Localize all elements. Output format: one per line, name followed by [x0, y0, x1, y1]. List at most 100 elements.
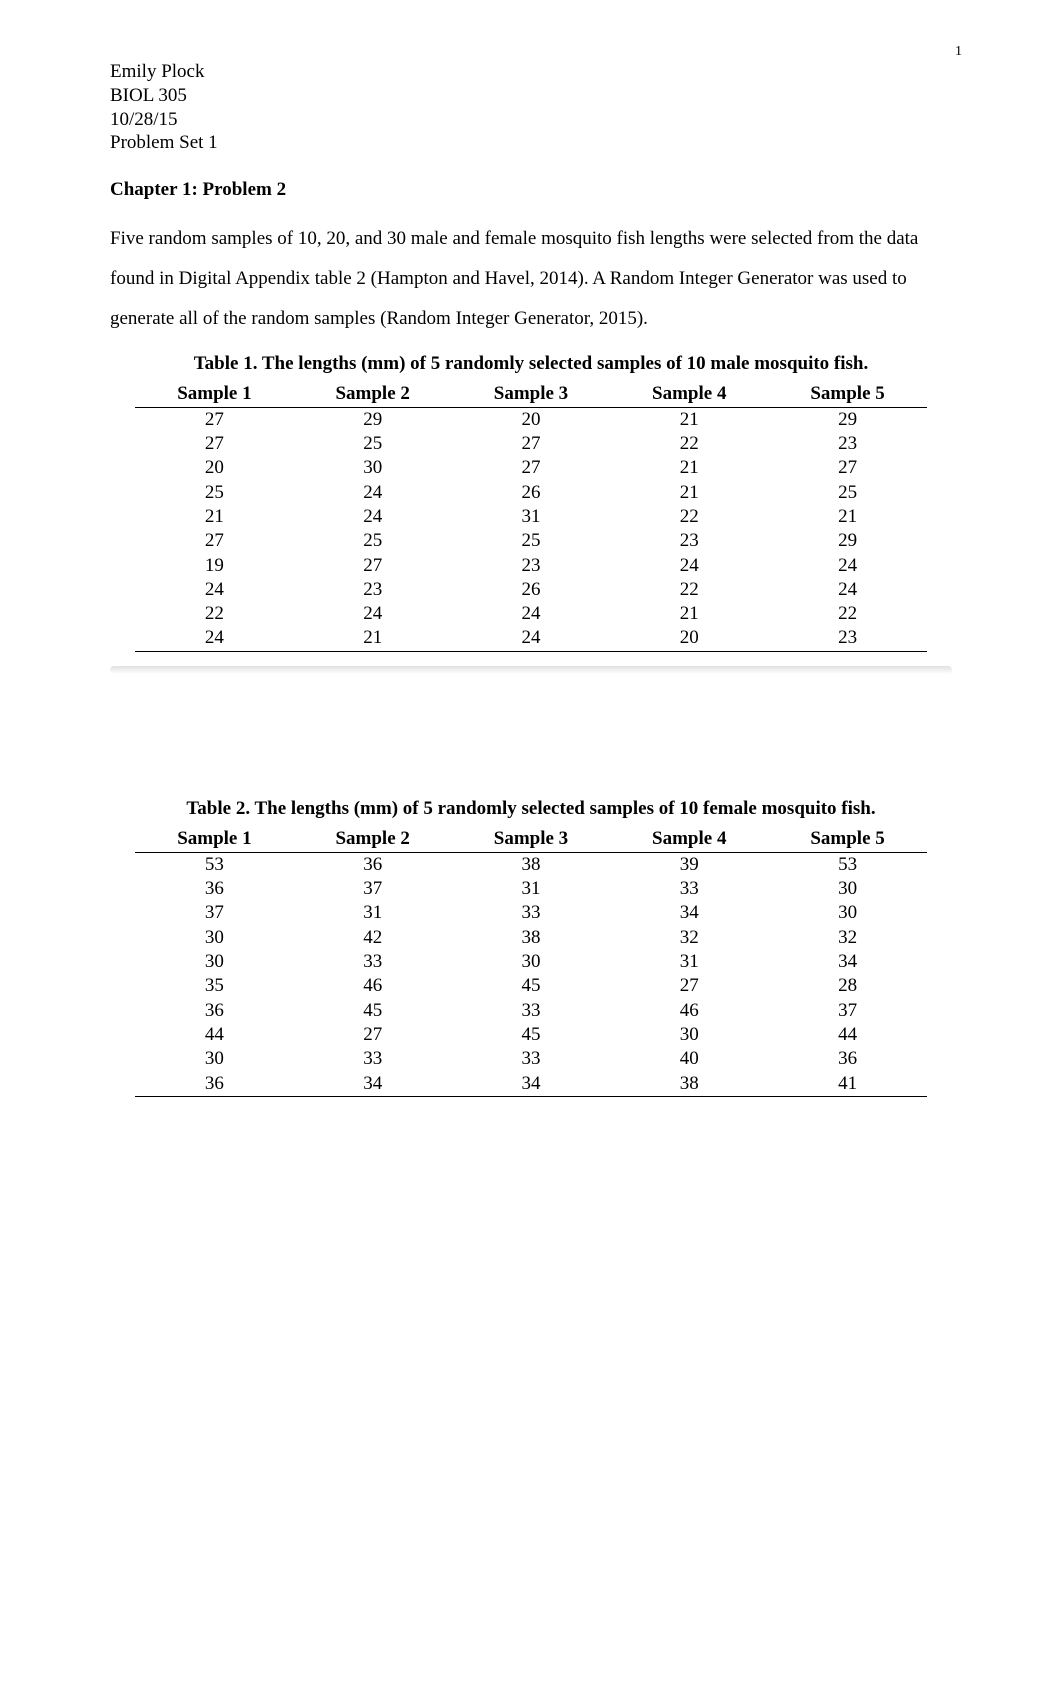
table-row: 3033303134 — [135, 950, 926, 974]
document-page: 1 Emily Plock BIOL 305 10/28/15 Problem … — [0, 0, 1062, 1171]
table-cell: 44 — [768, 1023, 926, 1047]
section-heading: Chapter 1: Problem 2 — [110, 179, 952, 201]
table-row: 2421242023 — [135, 626, 926, 651]
table-cell: 36 — [768, 1047, 926, 1071]
table-cell: 21 — [610, 481, 768, 505]
table-row: 3033334036 — [135, 1047, 926, 1071]
table-cell: 31 — [452, 877, 610, 901]
table-cell: 44 — [135, 1023, 293, 1047]
table-cell: 31 — [294, 901, 452, 925]
table-cell: 33 — [610, 877, 768, 901]
column-header: Sample 4 — [610, 826, 768, 853]
column-header: Sample 1 — [135, 826, 293, 853]
table-1-caption: Table 1. The lengths (mm) of 5 randomly … — [110, 353, 952, 375]
table-cell: 30 — [452, 950, 610, 974]
table-cell: 27 — [768, 456, 926, 480]
table-cell: 27 — [135, 432, 293, 456]
table-cell: 22 — [610, 432, 768, 456]
page-number: 1 — [955, 44, 962, 60]
table-cell: 53 — [135, 852, 293, 877]
table-cell: 32 — [768, 926, 926, 950]
table-row: 2524262125 — [135, 481, 926, 505]
table-cell: 33 — [294, 1047, 452, 1071]
table-cell: 26 — [452, 481, 610, 505]
table-cell: 24 — [294, 602, 452, 626]
table-row: 2224242122 — [135, 602, 926, 626]
table-cell: 38 — [610, 1072, 768, 1097]
table-2: Sample 1Sample 2Sample 3Sample 4Sample 5… — [135, 826, 926, 1097]
table-cell: 29 — [768, 529, 926, 553]
table-cell: 21 — [610, 407, 768, 432]
table-1-block: Table 1. The lengths (mm) of 5 randomly … — [110, 353, 952, 652]
table-cell: 36 — [135, 999, 293, 1023]
table-cell: 22 — [768, 602, 926, 626]
table-cell: 24 — [452, 602, 610, 626]
table-cell: 19 — [135, 554, 293, 578]
table-row: 3645334637 — [135, 999, 926, 1023]
table-cell: 37 — [135, 901, 293, 925]
assignment-name: Problem Set 1 — [110, 131, 952, 155]
table-cell: 24 — [768, 578, 926, 602]
table-cell: 25 — [294, 432, 452, 456]
table-row: 4427453044 — [135, 1023, 926, 1047]
table-cell: 30 — [768, 901, 926, 925]
table-cell: 30 — [610, 1023, 768, 1047]
table-cell: 30 — [294, 456, 452, 480]
table-row: 3637313330 — [135, 877, 926, 901]
table-1: Sample 1Sample 2Sample 3Sample 4Sample 5… — [135, 381, 926, 652]
table-cell: 30 — [768, 877, 926, 901]
table-cell: 33 — [452, 901, 610, 925]
table-row: 2725252329 — [135, 529, 926, 553]
table-row: 3042383232 — [135, 926, 926, 950]
table-cell: 25 — [768, 481, 926, 505]
table-cell: 33 — [452, 999, 610, 1023]
table-cell: 53 — [768, 852, 926, 877]
table-cell: 42 — [294, 926, 452, 950]
spacer — [110, 674, 952, 794]
table-2-block: Table 2. The lengths (mm) of 5 randomly … — [110, 798, 952, 1097]
body-paragraph: Five random samples of 10, 20, and 30 ma… — [110, 219, 952, 339]
table-row: 2030272127 — [135, 456, 926, 480]
table-cell: 28 — [768, 974, 926, 998]
table-cell: 40 — [610, 1047, 768, 1071]
table-cell: 39 — [610, 852, 768, 877]
table-cell: 32 — [610, 926, 768, 950]
table-cell: 23 — [294, 578, 452, 602]
table-cell: 24 — [135, 626, 293, 651]
table-row: 3546452728 — [135, 974, 926, 998]
table-cell: 21 — [610, 602, 768, 626]
table-cell: 25 — [135, 481, 293, 505]
table-cell: 34 — [452, 1072, 610, 1097]
table-cell: 24 — [135, 578, 293, 602]
table-cell: 21 — [294, 626, 452, 651]
table-row: 3731333430 — [135, 901, 926, 925]
table-cell: 27 — [610, 974, 768, 998]
column-header: Sample 2 — [294, 826, 452, 853]
table-cell: 36 — [135, 877, 293, 901]
table-cell: 20 — [452, 407, 610, 432]
column-header: Sample 3 — [452, 381, 610, 408]
table-cell: 45 — [294, 999, 452, 1023]
table-cell: 27 — [135, 529, 293, 553]
table-cell: 30 — [135, 1047, 293, 1071]
table-cell: 23 — [768, 432, 926, 456]
table-cell: 29 — [768, 407, 926, 432]
table-row: 5336383953 — [135, 852, 926, 877]
table-cell: 29 — [294, 407, 452, 432]
table-cell: 24 — [294, 505, 452, 529]
table-cell: 33 — [294, 950, 452, 974]
student-name: Emily Plock — [110, 60, 952, 84]
table-cell: 22 — [135, 602, 293, 626]
table-cell: 25 — [452, 529, 610, 553]
table-cell: 27 — [294, 1023, 452, 1047]
column-header: Sample 1 — [135, 381, 293, 408]
table-cell: 45 — [452, 974, 610, 998]
table-cell: 38 — [452, 926, 610, 950]
table-cell: 34 — [294, 1072, 452, 1097]
table-cell: 23 — [452, 554, 610, 578]
column-header: Sample 4 — [610, 381, 768, 408]
table-cell: 27 — [135, 407, 293, 432]
table-cell: 21 — [768, 505, 926, 529]
table-cell: 36 — [135, 1072, 293, 1097]
table-cell: 35 — [135, 974, 293, 998]
